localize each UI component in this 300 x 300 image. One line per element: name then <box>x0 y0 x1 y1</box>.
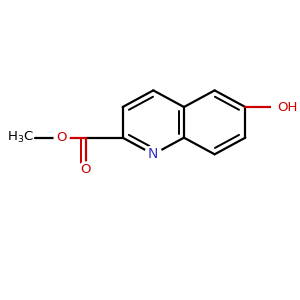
Text: N: N <box>148 147 158 161</box>
Circle shape <box>79 162 93 177</box>
Text: H$_3$C: H$_3$C <box>7 130 34 145</box>
Text: O: O <box>81 163 91 176</box>
Circle shape <box>272 96 295 118</box>
Text: OH: OH <box>277 100 297 113</box>
Circle shape <box>145 146 162 163</box>
Text: O: O <box>56 131 67 144</box>
Circle shape <box>54 130 69 145</box>
